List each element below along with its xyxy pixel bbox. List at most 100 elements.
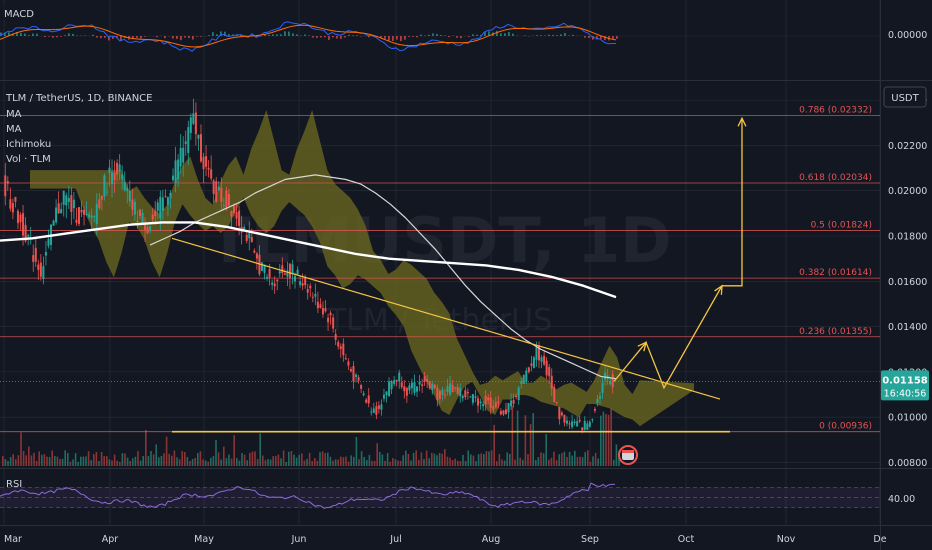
macd-histogram-bar bbox=[184, 36, 186, 38]
volume-bar bbox=[613, 459, 615, 466]
legend-ma-1[interactable]: MA bbox=[6, 109, 22, 120]
macd-histogram-bar bbox=[392, 36, 394, 42]
volume-bar bbox=[394, 459, 397, 466]
volume-bar bbox=[371, 460, 373, 466]
volume-bar bbox=[467, 450, 469, 466]
volume-bar bbox=[347, 461, 350, 466]
candle-body bbox=[553, 387, 556, 403]
candle-body bbox=[327, 317, 330, 323]
currency-button[interactable]: USDT bbox=[883, 86, 927, 108]
macd-indicator bbox=[0, 21, 880, 52]
candle-body bbox=[281, 265, 284, 274]
candle-body bbox=[243, 227, 246, 231]
candle-body bbox=[316, 301, 319, 309]
macd-histogram-bar bbox=[444, 35, 446, 36]
volume-bar bbox=[178, 459, 181, 466]
candle-body bbox=[141, 212, 144, 225]
candle-body bbox=[27, 235, 30, 237]
price-axis[interactable]: 0.024000.022000.020000.018000.016000.014… bbox=[888, 96, 927, 469]
volume-bar bbox=[366, 459, 368, 466]
legend-volume[interactable]: Vol · TLM bbox=[6, 154, 51, 165]
candle-body bbox=[103, 175, 106, 197]
candle-body bbox=[105, 191, 108, 193]
volume-bar bbox=[111, 460, 113, 466]
legend-ma-2[interactable]: MA bbox=[6, 124, 22, 135]
volume-bar bbox=[433, 453, 436, 466]
candle-body bbox=[271, 282, 274, 285]
candle-body bbox=[80, 209, 83, 213]
volume-bar bbox=[298, 454, 300, 466]
candle-body bbox=[390, 381, 393, 390]
volume-bar bbox=[220, 459, 222, 466]
volume-bar bbox=[555, 460, 558, 466]
candle-body bbox=[321, 308, 324, 315]
macd-histogram-bar bbox=[596, 36, 598, 40]
time-tick-label: Jul bbox=[389, 534, 401, 545]
candle-body bbox=[199, 134, 202, 162]
candle-body bbox=[14, 196, 17, 202]
candle-body bbox=[499, 410, 502, 415]
candle-body bbox=[520, 381, 523, 384]
candle-body bbox=[83, 209, 86, 215]
time-axis[interactable]: Mar Apr May Jun Jul Aug Sep Oct Nov De bbox=[4, 534, 887, 545]
volume-bar bbox=[332, 460, 334, 466]
macd-histogram-bar bbox=[436, 34, 438, 36]
main-legend: TLM / TetherUS, 1D, BINANCE MA MA Ichimo… bbox=[5, 93, 152, 165]
last-price-badge: 0.01158 16:40:56 bbox=[881, 370, 929, 401]
candle-body bbox=[34, 247, 37, 262]
macd-histogram-bar bbox=[460, 36, 462, 39]
trend-drawings[interactable] bbox=[0, 116, 880, 433]
macd-histogram-bar bbox=[68, 33, 70, 36]
fib-level-label: 0.618 (0.02034) bbox=[799, 173, 872, 183]
candle-body bbox=[352, 365, 355, 382]
volume-bar bbox=[251, 451, 254, 466]
volume-bar bbox=[100, 452, 103, 466]
candle-body bbox=[309, 285, 312, 289]
currency-button-label[interactable]: USDT bbox=[891, 93, 919, 104]
volume-bar bbox=[561, 453, 563, 466]
legend-ichimoku[interactable]: Ichimoku bbox=[6, 139, 51, 150]
macd-histogram-bar bbox=[592, 36, 594, 40]
volume-bar bbox=[142, 456, 144, 466]
candle-body bbox=[177, 159, 180, 180]
volume-bar bbox=[340, 456, 342, 466]
candle-body bbox=[571, 421, 574, 428]
macd-histogram-bar bbox=[108, 36, 110, 41]
fib-retracement[interactable]: 0.786 (0.02332) 0.618 (0.02034) 0.5 (0.018… bbox=[0, 106, 880, 433]
candle-body bbox=[416, 386, 419, 392]
volume-bar bbox=[376, 443, 378, 466]
candle-body bbox=[253, 250, 256, 253]
volume-bar bbox=[54, 456, 56, 466]
rsi-pane[interactable] bbox=[0, 470, 880, 525]
candle-body bbox=[85, 213, 88, 216]
volume-bar bbox=[537, 457, 540, 466]
volume-bar bbox=[303, 460, 306, 466]
candle-body bbox=[451, 384, 454, 393]
volume-bar bbox=[545, 434, 547, 466]
symbol-title[interactable]: TLM / TetherUS, 1D, BINANCE bbox=[5, 93, 152, 104]
macd-histogram-bar bbox=[572, 34, 574, 36]
projection-path bbox=[613, 118, 743, 390]
rsi-label[interactable]: RSI bbox=[6, 479, 22, 490]
macd-histogram-bar bbox=[12, 33, 14, 36]
candle-body bbox=[377, 405, 380, 409]
ichimoku-cloud bbox=[30, 110, 694, 427]
volume-bar bbox=[316, 460, 319, 466]
candle-body bbox=[525, 370, 528, 382]
volume-bar bbox=[418, 459, 420, 466]
earnings-flag-icon[interactable] bbox=[618, 445, 638, 465]
macd-histogram-bar bbox=[48, 36, 50, 37]
candle-body bbox=[565, 420, 568, 424]
macd-label[interactable]: MACD bbox=[4, 9, 34, 20]
currency-button-bg[interactable] bbox=[883, 86, 927, 108]
macd-histogram-bar bbox=[144, 36, 146, 37]
volume-bar bbox=[368, 454, 371, 466]
volume-bar bbox=[72, 459, 74, 466]
macd-histogram-bar bbox=[132, 36, 134, 40]
candle-body bbox=[517, 387, 520, 401]
candle-body bbox=[405, 387, 408, 396]
macd-pane[interactable] bbox=[0, 0, 880, 80]
volume-bar bbox=[93, 454, 95, 466]
candle-body bbox=[421, 384, 424, 386]
